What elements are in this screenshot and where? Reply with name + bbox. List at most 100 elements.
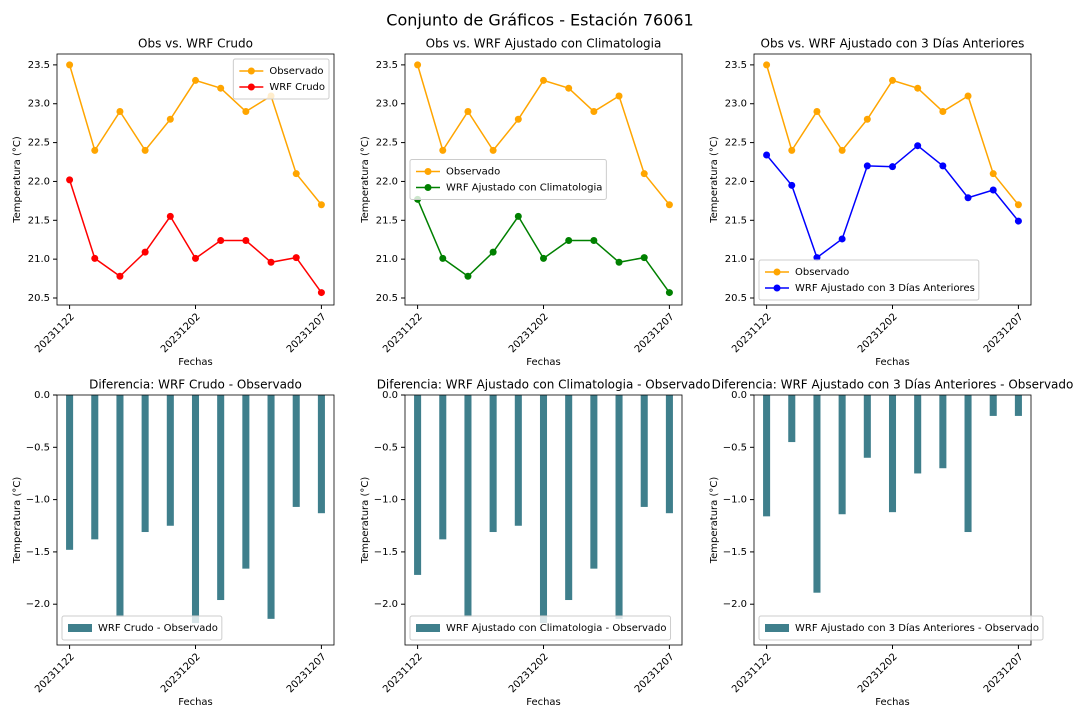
panel-title: Obs vs. WRF Crudo (138, 37, 253, 51)
point (939, 108, 947, 116)
legend-marker (424, 168, 432, 175)
y-tick-label: −1.5 (723, 547, 747, 558)
point (640, 254, 648, 262)
y-tick-label: 21.0 (725, 254, 747, 265)
axes-frame (56, 53, 335, 306)
legend: Observado WRF Ajustado con 3 Días Anterio… (758, 259, 980, 301)
bar (939, 395, 947, 469)
y-axis-label: Temperatura (°C) (12, 477, 23, 565)
bar (514, 395, 522, 526)
bar (615, 395, 623, 619)
bar (91, 395, 99, 540)
legend-marker (773, 284, 781, 292)
point (665, 201, 673, 209)
y-tick-label: −2.0 (374, 599, 398, 610)
bar (489, 395, 497, 533)
bar (191, 395, 200, 624)
point (590, 108, 598, 116)
point (414, 61, 422, 69)
point (242, 108, 250, 116)
legend: WRF Ajustado con Climatologia - Observad… (409, 615, 672, 641)
legend-marker (424, 184, 432, 191)
bar (539, 395, 548, 624)
point (590, 237, 598, 245)
point (292, 170, 300, 178)
point (489, 248, 497, 256)
legend-label: WRF Ajustado con Climatologia (446, 183, 602, 194)
point (464, 108, 472, 116)
y-tick-label: 22.5 (376, 138, 398, 149)
y-axis-label: Temperatura (°C) (360, 477, 371, 565)
legend-label: Observado (446, 167, 500, 178)
y-axis-label: Temperatura (°C) (12, 136, 23, 224)
point (665, 289, 673, 297)
point (192, 76, 199, 84)
y-tick-label: 0.0 (34, 390, 50, 401)
y-tick-label: −2.0 (723, 599, 747, 610)
legend-label: WRF Crudo (269, 82, 325, 93)
panel-title: Diferencia: WRF Crudo - Observado (89, 378, 302, 392)
legend-box (232, 58, 330, 100)
point (116, 108, 124, 116)
axes-frame (753, 53, 1032, 306)
y-tick-label: 22.0 (725, 176, 747, 187)
point (292, 254, 300, 262)
point (66, 61, 74, 69)
bar (590, 395, 598, 569)
bar (1014, 395, 1022, 416)
y-tick-label: 23.0 (376, 99, 398, 110)
legend-swatch (416, 624, 440, 632)
point (640, 170, 648, 178)
bar (141, 395, 149, 533)
legend-label: WRF Ajustado con 3 Días Anteriores (795, 282, 975, 294)
y-tick-label: 20.5 (28, 293, 50, 304)
y-tick-label: 22.5 (28, 138, 50, 149)
y-tick-label: 0.0 (382, 390, 398, 401)
bar (665, 395, 673, 514)
x-axis-label: Fechas (875, 357, 910, 368)
y-tick-label: 21.5 (376, 215, 398, 226)
legend-box (61, 615, 223, 641)
point (863, 115, 871, 123)
y-axis-label: Temperatura (°C) (360, 136, 371, 224)
point (317, 289, 325, 297)
axes-frame (56, 394, 335, 646)
point (565, 84, 573, 92)
bar (317, 395, 325, 514)
point (192, 254, 199, 262)
panel-title: Diferencia: WRF Ajustado con Climatologi… (377, 378, 711, 392)
x-axis-label: Fechas (875, 697, 910, 708)
point (763, 151, 771, 159)
point (166, 115, 174, 123)
panel-title: Obs vs. WRF Ajustado con 3 Días Anterior… (761, 37, 1025, 51)
bar (914, 395, 922, 474)
bar (640, 395, 648, 507)
bar (242, 395, 250, 569)
y-tick-label: 22.0 (376, 176, 398, 187)
bar (989, 395, 997, 416)
y-tick-label: 21.5 (725, 215, 747, 226)
bar (464, 395, 472, 617)
point (914, 142, 922, 150)
legend-marker (247, 67, 255, 75)
point (838, 235, 846, 243)
point (514, 212, 522, 220)
axes-frame (404, 394, 683, 646)
bar (116, 395, 124, 617)
y-tick-label: −2.0 (26, 599, 50, 610)
x-axis-label: Fechas (526, 697, 561, 708)
point (939, 162, 947, 170)
legend-box (758, 615, 1044, 641)
panel-title: Obs vs. WRF Ajustado con Climatologia (426, 37, 662, 51)
bar (838, 395, 846, 515)
point (964, 194, 972, 202)
y-tick-label: 23.5 (725, 60, 747, 71)
y-axis-label: Temperatura (°C) (709, 477, 720, 565)
legend-label: Observado (269, 66, 323, 77)
bar (217, 395, 225, 601)
point (317, 201, 325, 209)
point (615, 258, 623, 266)
point (514, 115, 522, 123)
y-tick-label: 23.5 (28, 60, 50, 71)
y-tick-label: −0.5 (723, 442, 747, 453)
